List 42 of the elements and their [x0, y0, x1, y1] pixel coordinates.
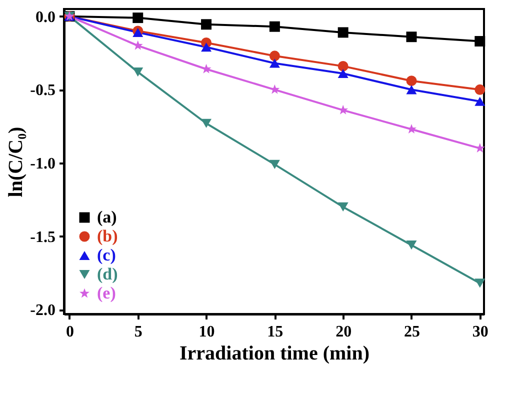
point	[269, 58, 280, 68]
y-tick-label: 0.0	[36, 8, 56, 26]
point	[474, 278, 486, 288]
point	[406, 76, 417, 86]
x-tick-label: 10	[198, 324, 215, 340]
x-tick-label: 5	[134, 324, 142, 340]
point	[132, 68, 144, 77]
point	[406, 124, 416, 134]
legend-label: (b)	[97, 226, 118, 246]
x-tick-label: 20	[336, 324, 352, 340]
y-tick-label: -1.0	[30, 155, 56, 172]
point	[132, 40, 143, 50]
point	[338, 27, 348, 38]
x-tick-label: 0	[66, 324, 74, 340]
point	[201, 42, 212, 52]
point	[474, 96, 486, 106]
point	[269, 50, 280, 62]
point	[338, 202, 348, 212]
point	[474, 36, 486, 47]
point	[269, 21, 280, 32]
point	[269, 160, 280, 169]
point	[406, 240, 417, 250]
point	[406, 32, 417, 42]
legend-label: (c)	[97, 246, 116, 264]
legend-label: (d)	[97, 264, 118, 284]
legend-label: (e)	[97, 284, 116, 302]
y-tick-label: -2.0	[30, 302, 56, 320]
y-tick-label: -1.5	[30, 228, 56, 246]
x-axis-title: Irradiation time (min)	[180, 342, 370, 364]
point	[201, 19, 212, 30]
x-tick-label: 15	[267, 324, 284, 340]
point	[338, 68, 348, 78]
x-tick-label: 30	[472, 324, 488, 340]
y-tick-label: -0.5	[30, 82, 56, 100]
point	[474, 84, 486, 95]
point	[406, 85, 417, 94]
point	[132, 12, 144, 24]
point	[201, 118, 212, 128]
point	[338, 60, 348, 72]
legend-label: (a)	[97, 208, 117, 226]
x-tick-label: 25	[404, 324, 420, 340]
y-axis-title: ln(C/C₀)	[5, 126, 28, 198]
